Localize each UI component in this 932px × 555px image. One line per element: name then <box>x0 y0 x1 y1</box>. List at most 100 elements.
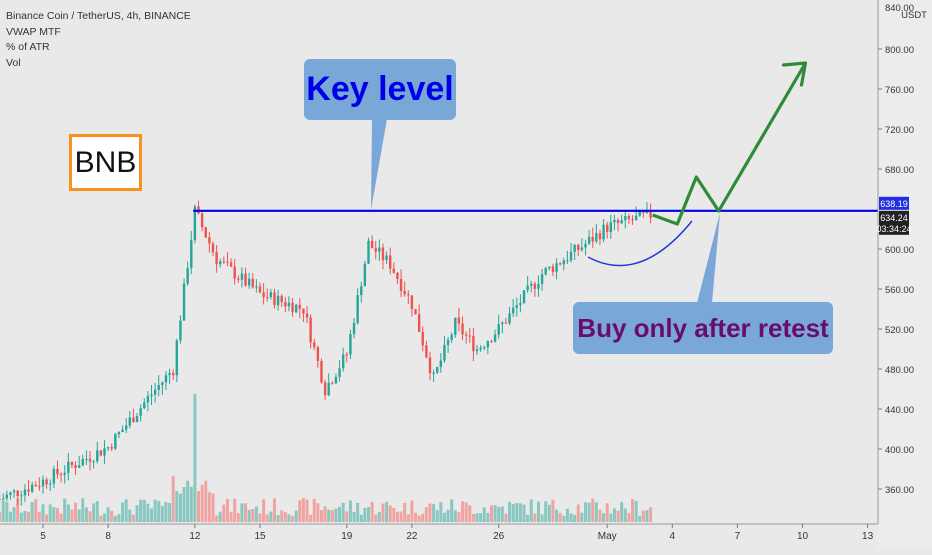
candle-body <box>454 317 457 335</box>
candle-body <box>164 375 168 383</box>
indicator-volume[interactable]: Vol <box>6 57 21 69</box>
volume-bar <box>283 512 287 522</box>
volume-bar <box>406 514 410 522</box>
volume-bar <box>421 513 425 522</box>
volume-bar <box>269 511 273 522</box>
buy-note-text: Buy only after retest <box>577 312 829 343</box>
candle-body <box>222 261 226 263</box>
candle-body <box>530 283 533 286</box>
volume-bar <box>207 492 211 522</box>
volume-bar <box>584 502 587 522</box>
candle-body <box>584 243 587 248</box>
candle-body <box>258 286 262 293</box>
volume-bar <box>576 504 580 522</box>
volume-bar <box>233 498 237 522</box>
volume-bar <box>186 480 190 522</box>
volume-bar <box>294 510 298 522</box>
candle-body <box>432 372 435 374</box>
volume-bar <box>225 498 229 522</box>
volume-bar <box>254 506 258 522</box>
volume-bar <box>435 510 439 522</box>
candle-body <box>504 322 508 324</box>
candle-body <box>587 237 591 244</box>
candle-body <box>273 292 276 306</box>
volume-bar <box>247 509 251 522</box>
volume-bar <box>471 513 475 522</box>
volume-bar <box>374 514 378 522</box>
candle-body <box>186 268 189 284</box>
volume-bar <box>59 513 63 522</box>
candle-body <box>620 220 623 224</box>
candle-body <box>240 273 244 280</box>
volume-bar <box>139 499 143 522</box>
key-level-callout-pointer <box>371 119 387 210</box>
volume-bar <box>370 501 374 522</box>
candle-body <box>624 216 627 221</box>
candle-body <box>81 459 84 466</box>
candle-body <box>74 465 77 468</box>
candle-body <box>349 334 352 355</box>
volume-bar <box>602 513 606 522</box>
volume-bar <box>453 510 457 522</box>
volume-bar <box>508 501 512 522</box>
volume-bar <box>493 505 497 522</box>
volume-bar <box>457 512 461 522</box>
volume-bar <box>338 506 342 522</box>
price-tick-label: 480.00 <box>885 365 914 376</box>
candle-body <box>501 322 504 325</box>
candle-body <box>323 382 327 396</box>
candle-body <box>34 484 37 487</box>
volume-bar <box>110 510 114 522</box>
candle-body <box>479 347 482 350</box>
candle-body <box>284 302 287 307</box>
projection-arrowhead <box>781 61 808 87</box>
candle-body <box>316 347 320 361</box>
volume-bar <box>142 499 146 522</box>
volume-bar <box>0 511 2 522</box>
candle-body <box>208 237 211 244</box>
volume-bar <box>461 501 465 522</box>
volume-bar <box>178 493 182 522</box>
candle-body <box>200 213 204 228</box>
candle-body <box>114 434 117 449</box>
candle-body <box>468 335 471 337</box>
volume-bar <box>48 504 52 522</box>
volume-bar <box>526 514 530 522</box>
candle-body <box>135 416 139 423</box>
candle-body <box>237 278 240 280</box>
volume-bar <box>518 503 522 522</box>
candle-body <box>56 468 59 475</box>
volume-bar <box>312 498 316 522</box>
volume-bar <box>99 515 103 522</box>
volume-bar <box>627 512 631 522</box>
indicator-atr[interactable]: % of ATR <box>6 41 50 53</box>
volume-bar <box>363 507 367 522</box>
last-price-label: 634.24 <box>880 213 908 223</box>
volume-bar <box>580 512 584 522</box>
candle-body <box>392 268 396 273</box>
volume-bar <box>609 513 613 522</box>
candle-body <box>276 295 280 306</box>
candle-body <box>352 322 356 335</box>
candle-body <box>294 304 298 313</box>
candle-body <box>551 266 555 272</box>
volume-bar <box>515 503 519 522</box>
time-tick-label: 15 <box>254 531 266 542</box>
candle-body <box>88 458 92 462</box>
volume-bar <box>135 505 139 522</box>
volume-bar <box>168 503 172 522</box>
last-price-tag <box>879 210 909 235</box>
volume-bar <box>439 502 443 522</box>
candle-body <box>591 237 594 242</box>
candle-body <box>157 385 160 390</box>
indicator-vwap[interactable]: VWAP MTF <box>6 26 61 38</box>
candle-body <box>204 227 207 238</box>
volume-bar <box>298 500 302 522</box>
candle-body <box>23 489 27 496</box>
volume-bar <box>565 508 569 522</box>
candle-body <box>262 292 265 297</box>
volume-bar <box>623 508 627 522</box>
candle-body <box>67 461 70 473</box>
